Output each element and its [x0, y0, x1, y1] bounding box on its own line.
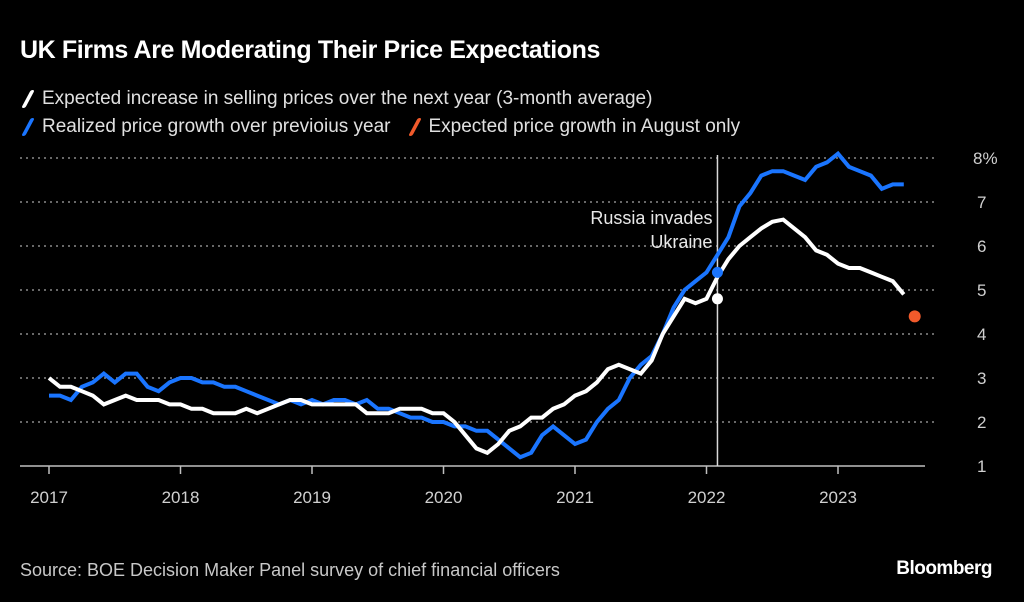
point-august-expected: [908, 310, 921, 323]
legend-label-august: Expected price growth in August only: [428, 116, 741, 137]
x-axis: 2017 2018 2019 2020 2021 2022 2023: [20, 465, 925, 507]
series-line-realized: [49, 150, 904, 460]
chart-title: UK Firms Are Moderating Their Price Expe…: [20, 36, 601, 64]
y-tick-label: 1: [977, 457, 986, 476]
y-axis-labels: 1 2 3 4 5 6 7 8%: [973, 149, 998, 476]
x-tick-label: 2023: [819, 488, 857, 507]
x-tick-label: 2021: [556, 488, 594, 507]
legend-item-august: Expected price growth in August only: [407, 116, 741, 138]
source-note: Source: BOE Decision Maker Panel survey …: [20, 560, 560, 580]
legend-item-expected: Expected increase in selling prices over…: [20, 88, 652, 110]
legend-row-1: Expected increase in selling prices over…: [20, 88, 668, 110]
y-tick-label: 3: [977, 369, 986, 388]
legend-row-2: Realized price growth over previoius yea…: [20, 116, 756, 138]
y-tick-label: 8%: [973, 149, 998, 168]
legend-label-realized: Realized price growth over previoius yea…: [42, 116, 391, 137]
x-tick-label: 2020: [425, 488, 463, 507]
x-tick-label: 2019: [293, 488, 331, 507]
legend-item-realized: Realized price growth over previoius yea…: [20, 116, 391, 138]
y-tick-label: 7: [977, 193, 986, 212]
marker-realized-invasion: [711, 266, 723, 278]
series-line-expected: [47, 217, 906, 456]
y-tick-label: 6: [977, 237, 986, 256]
x-tick-label: 2022: [688, 488, 726, 507]
x-tick-label: 2018: [162, 488, 200, 507]
legend-label-expected: Expected increase in selling prices over…: [42, 88, 653, 109]
marker-expected-invasion: [711, 293, 723, 305]
gridlines: [20, 157, 935, 423]
x-tick-label: 2017: [30, 488, 68, 507]
annotation-text: Russia invades: [590, 208, 712, 228]
annotation-text: Ukraine: [650, 232, 712, 252]
y-tick-label: 2: [977, 413, 986, 432]
series-group: [47, 150, 921, 460]
annotation-group: Russia invades Ukraine: [590, 155, 719, 466]
bloomberg-logo: Bloomberg: [896, 558, 992, 579]
y-tick-label: 5: [977, 281, 986, 300]
y-tick-label: 4: [977, 325, 986, 344]
